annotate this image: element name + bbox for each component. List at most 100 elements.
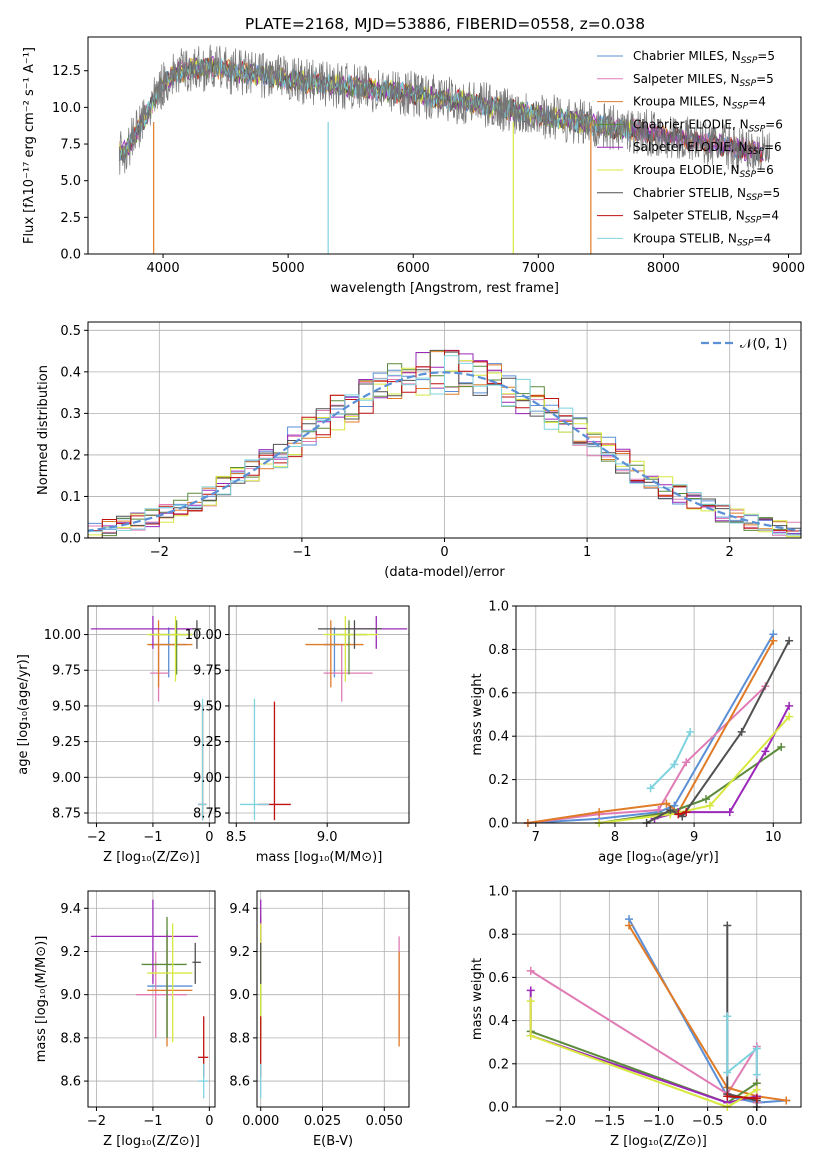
y-tick-label: 9.50 (193, 699, 222, 714)
error-bars (90, 899, 209, 1099)
y-tick-label: 10.00 (44, 628, 81, 643)
axes-frame (515, 605, 802, 824)
plot-area (257, 891, 409, 1107)
axes-frame (256, 890, 410, 1108)
y-tick-label: 10.0 (52, 101, 81, 116)
legend-entry: Salpeter ELODIE, NSSP=6 (633, 140, 782, 157)
y-axis-label: mass weight (470, 673, 485, 755)
y-tick-label: 8.6 (60, 1075, 81, 1090)
y-tick-label: 1.0 (488, 600, 509, 615)
plot-area (229, 606, 409, 823)
y-tick-label: 7.5 (60, 138, 81, 153)
weight-marker-salpeter_stelib (723, 1092, 732, 1101)
legend-entry: Kroupa STELIB, NSSP=4 (633, 231, 771, 248)
x-tick-label: 0 (440, 545, 448, 560)
y-tick-label: 9.4 (60, 902, 81, 917)
x-tick-label: 7000 (522, 261, 555, 276)
x-tick-label: 0.000 (242, 1114, 279, 1129)
y-tick-label: 9.0 (60, 988, 81, 1003)
weight-marker-kroupa_miles (769, 636, 778, 645)
residuals-panel: −2 −1 0 1 2 0.0 0.1 0.2 0.3 0.4 0.5 (data-model)/er… (36, 321, 802, 580)
x-tick-label: 0.025 (304, 1114, 341, 1129)
y-tick-label: 8.8 (60, 1031, 81, 1046)
weight-marker-chabrier_stelib (785, 636, 794, 645)
weight-marker-kroupa_miles (662, 799, 671, 808)
legend-entry: Salpeter MILES, NSSP=5 (633, 72, 774, 89)
weight-marker-kroupa_elodie (526, 997, 535, 1006)
y-tick-label: 0.2 (60, 448, 81, 463)
y-tick-label: 0.2 (488, 1057, 509, 1072)
y-tick-label: 8.75 (52, 807, 81, 822)
legend-entry: Kroupa MILES, NSSP=4 (633, 95, 766, 112)
y-tick-label: 9.2 (60, 945, 81, 960)
normal-curve (88, 371, 801, 532)
weight-line-kroupa_elodie (598, 716, 790, 824)
x-axis-label: Z [log₁₀(Z/Z⊙)] (103, 1134, 200, 1149)
y-tick-label: 8.75 (193, 807, 222, 822)
x-tick-label: 9000 (772, 261, 805, 276)
y-tick-label: 0.0 (60, 248, 81, 263)
y-tick-label: 9.75 (193, 664, 222, 679)
weight-vs-Z-panel: −2.0 −1.5 −1.0 −0.5 0.0 0.0 0.2 0.4 0.6 0.8 1.0 Z [… (470, 885, 802, 1149)
legend-entry: Salpeter STELIB, NSSP=4 (633, 209, 779, 226)
x-tick-label: 0 (205, 1114, 213, 1129)
weight-marker-kroupa_stelib (752, 1070, 761, 1079)
histogram-kroupa_stelib (88, 355, 801, 538)
y-tick-label: 0.8 (488, 928, 509, 943)
x-tick-label: −1.5 (594, 1114, 626, 1129)
y-tick-label: 10.00 (185, 628, 222, 643)
legend-entry: Chabrier STELIB, NSSP=5 (633, 186, 780, 203)
y-tick-label: 0.4 (60, 365, 81, 380)
y-tick-label: 9.50 (52, 699, 81, 714)
weight-marker-chabrier_elodie (777, 743, 786, 752)
weight-marker-salpeter_elodie (725, 808, 734, 817)
weight-marker-salpeter_miles (526, 966, 535, 975)
weight-marker-chabrier_stelib (737, 727, 746, 736)
weight-marker-kroupa_stelib (723, 1068, 732, 1077)
mass-vs-Z-panel: −2 −1 0 8.6 8.8 9.0 9.2 9.4 Z [log₁₀(Z/Z⊙)] mass … (34, 890, 216, 1149)
x-tick-label: 8 (611, 830, 619, 845)
x-tick-label: −2 (87, 1114, 106, 1129)
legend: Chabrier MILES, NSSP=5 Salpeter MILES, NS… (597, 49, 783, 248)
plot-area (88, 891, 215, 1107)
weight-marker-kroupa_elodie (785, 712, 794, 721)
y-tick-label: 8.8 (229, 1031, 250, 1046)
weight-marker-salpeter_elodie (761, 747, 770, 756)
x-axis-label: Z [log₁₀(Z/Z⊙)] (610, 1134, 707, 1149)
weight-marker-kroupa_miles (782, 1096, 791, 1105)
weight-line-chabrier_elodie (598, 746, 782, 824)
weight-line-kroupa_stelib (726, 1016, 758, 1075)
x-tick-label: 4000 (147, 261, 180, 276)
x-tick-label: 6000 (397, 261, 430, 276)
weight-lines (523, 630, 794, 827)
y-tick-label: 0.0 (488, 817, 509, 832)
y-tick-label: 0.0 (60, 532, 81, 547)
weight-marker-salpeter_stelib (682, 808, 691, 817)
weight-marker-kroupa_stelib (686, 727, 695, 736)
weight-marker-chabrier_stelib (723, 921, 732, 930)
y-axis-label: Flux [fλ10⁻¹⁷ erg cm⁻² s⁻¹ A⁻¹] (22, 47, 37, 244)
x-tick-label: −2.0 (544, 1114, 576, 1129)
weight-marker-kroupa_miles (625, 921, 634, 930)
y-tick-label: 0.6 (488, 971, 509, 986)
x-tick-label: −1.0 (643, 1114, 675, 1129)
weight-marker-kroupa_stelib (646, 784, 655, 793)
axes-frame (87, 890, 216, 1108)
weight-marker-salpeter_miles (682, 758, 691, 767)
x-axis-label: age [log₁₀(age/yr)] (598, 850, 719, 865)
x-tick-label: 1 (583, 545, 591, 560)
y-tick-label: 9.0 (229, 988, 250, 1003)
x-tick-label: 0 (205, 830, 213, 845)
x-tick-label: 9.0 (317, 830, 338, 845)
weight-marker-kroupa_stelib (723, 1012, 732, 1021)
x-tick-label: −1 (292, 545, 311, 560)
x-tick-label: 8000 (647, 261, 680, 276)
x-axis-label: (data-model)/error (384, 565, 505, 580)
x-tick-label: −1 (143, 1114, 162, 1129)
weight-marker-salpeter_miles (654, 805, 663, 814)
histograms (88, 349, 801, 538)
y-tick-label: 9.4 (229, 902, 250, 917)
mass-vs-EBV-panel: 0.000 0.025 0.050 8.6 8.8 9.0 9.2 9.4 E(B-V) (229, 890, 410, 1149)
y-axis-label: age [log₁₀(age/yr)] (16, 654, 31, 775)
